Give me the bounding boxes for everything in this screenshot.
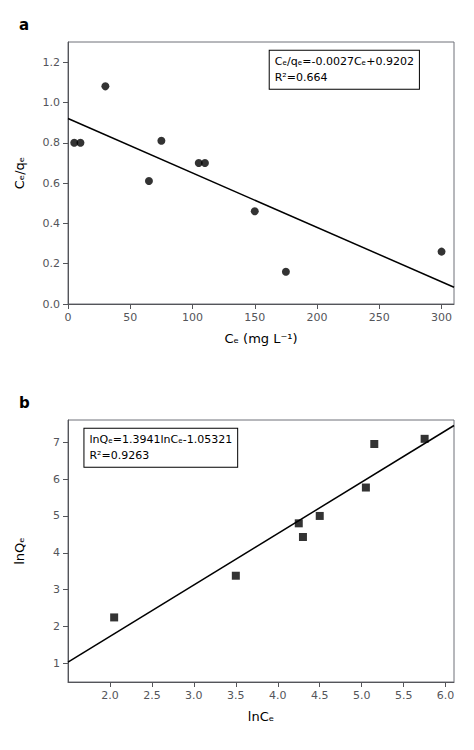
svg-text:Cₑ/qₑ: Cₑ/qₑ	[12, 157, 27, 190]
svg-text:R²=0.9263: R²=0.9263	[89, 449, 149, 462]
svg-text:0.8: 0.8	[43, 136, 61, 149]
svg-text:b: b	[19, 394, 30, 412]
svg-text:1: 1	[53, 657, 60, 670]
svg-text:2.0: 2.0	[101, 689, 119, 702]
svg-text:100: 100	[182, 311, 203, 324]
svg-text:3: 3	[53, 583, 60, 596]
svg-text:4: 4	[53, 546, 60, 559]
svg-text:3.0: 3.0	[185, 689, 203, 702]
svg-text:50: 50	[123, 311, 137, 324]
svg-text:6: 6	[53, 473, 60, 486]
svg-text:4.0: 4.0	[269, 689, 287, 702]
svg-text:3.5: 3.5	[227, 689, 245, 702]
svg-text:Cₑ (mg L⁻¹): Cₑ (mg L⁻¹)	[224, 331, 297, 346]
svg-text:0.0: 0.0	[43, 298, 61, 311]
svg-text:7: 7	[53, 436, 60, 449]
svg-text:250: 250	[369, 311, 390, 324]
svg-text:1.0: 1.0	[43, 96, 61, 109]
svg-text:300: 300	[431, 311, 452, 324]
svg-text:5.5: 5.5	[395, 689, 413, 702]
svg-text:a: a	[19, 16, 29, 34]
svg-text:0.2: 0.2	[43, 257, 61, 270]
svg-text:150: 150	[244, 311, 265, 324]
svg-text:1.2: 1.2	[43, 56, 61, 69]
svg-text:5.0: 5.0	[353, 689, 371, 702]
svg-text:Cₑ/qₑ=-0.0027Cₑ+0.9202: Cₑ/qₑ=-0.0027Cₑ+0.9202	[275, 55, 414, 68]
svg-text:lnQₑ: lnQₑ	[12, 537, 27, 565]
svg-text:2: 2	[53, 620, 60, 633]
svg-text:5: 5	[53, 509, 60, 522]
svg-text:lnCₑ: lnCₑ	[248, 709, 274, 724]
svg-text:0.4: 0.4	[43, 217, 61, 230]
svg-text:lnQₑ=1.3941lnCₑ-1.05321: lnQₑ=1.3941lnCₑ-1.05321	[89, 433, 232, 446]
svg-text:0.6: 0.6	[43, 177, 61, 190]
svg-text:6.0: 6.0	[437, 689, 455, 702]
svg-text:R²=0.664: R²=0.664	[275, 71, 328, 84]
svg-text:200: 200	[307, 311, 328, 324]
svg-text:2.5: 2.5	[143, 689, 161, 702]
svg-text:0: 0	[65, 311, 72, 324]
svg-text:4.5: 4.5	[311, 689, 329, 702]
